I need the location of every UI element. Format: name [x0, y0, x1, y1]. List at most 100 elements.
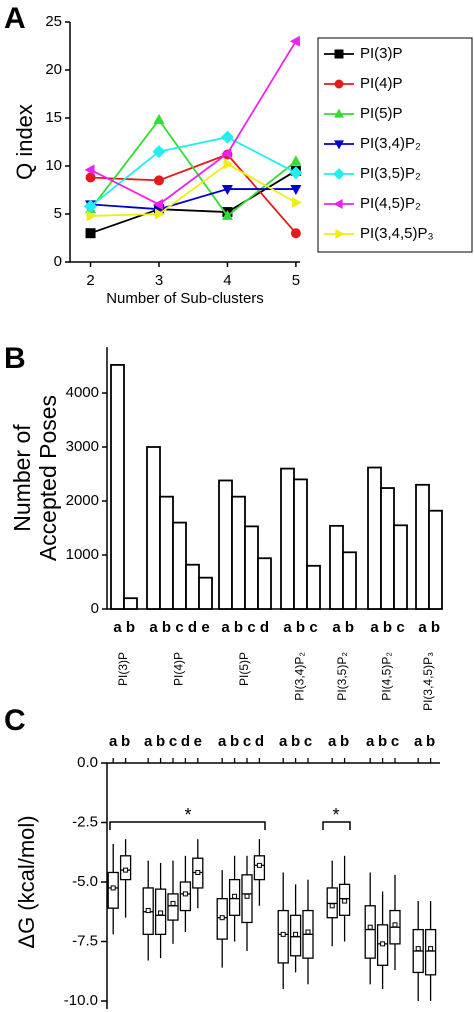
x-tick-label: a [283, 619, 292, 636]
significance-star: * [332, 805, 339, 825]
bar [428, 509, 443, 610]
mean [110, 885, 116, 891]
y-axis-label: ΔG (kcal/mol) [14, 815, 39, 948]
mean [392, 922, 398, 928]
box [424, 928, 437, 976]
group-label: PI(5)P [237, 652, 251, 686]
y-tick-label: 1000 [66, 546, 99, 563]
legend-marker [334, 79, 344, 89]
point [85, 228, 96, 239]
point [152, 145, 166, 159]
point [289, 166, 303, 180]
series-line [89, 136, 297, 208]
bar [159, 495, 174, 610]
series-line [90, 40, 297, 206]
axis-line [106, 762, 440, 1009]
bar [329, 524, 344, 610]
y-tick-label: 15 [45, 109, 62, 126]
x-tick-label: a [414, 733, 423, 750]
legend-label: PI(4)P [360, 75, 403, 92]
bar [146, 446, 161, 610]
mean [195, 869, 201, 875]
bar [257, 557, 272, 610]
y-axis-label: Accepted Poses [35, 395, 61, 561]
x-tick-label: c [309, 619, 317, 636]
x-tick-label: c [247, 619, 255, 636]
legend-label: PI(3,5)P₂ [360, 165, 421, 182]
x-tick-label: c [304, 733, 312, 750]
significance-star: * [184, 805, 191, 825]
x-tick-label: 3 [155, 272, 163, 289]
x-tick-label: a [279, 733, 288, 750]
x-tick-label: a [144, 733, 153, 750]
point [153, 175, 164, 186]
box [167, 893, 179, 921]
bar [367, 466, 382, 610]
x-tick-label: b [126, 619, 135, 636]
legend-label: PI(3,4,5)P₃ [360, 225, 434, 242]
bar [380, 487, 395, 610]
x-tick-label: a [370, 619, 379, 636]
bar [172, 521, 187, 610]
mean [256, 862, 262, 868]
x-axis-label: Number of Sub-clusters [106, 290, 264, 307]
x-tick-label: e [194, 733, 202, 750]
series-line [90, 153, 297, 234]
point [84, 199, 98, 213]
point [154, 208, 165, 220]
mean [123, 867, 129, 873]
group-label: PI(3)P [116, 652, 130, 686]
x-tick-label: b [383, 619, 392, 636]
x-tick-label: b [378, 733, 387, 750]
x-tick-label: b [230, 733, 239, 750]
x-tick-label: a [221, 619, 230, 636]
point [290, 228, 301, 239]
mean [219, 915, 225, 921]
point [84, 164, 95, 176]
bar [244, 525, 259, 610]
axis-line [69, 22, 300, 263]
box [364, 905, 376, 959]
y-tick-label: -5.0 [72, 873, 98, 890]
y-tick-label: 10 [45, 157, 62, 174]
point [223, 158, 234, 170]
series-line [90, 188, 296, 211]
mean [145, 908, 151, 914]
mean [182, 891, 188, 897]
y-tick-label: 4000 [66, 384, 99, 401]
x-tick-label: a [332, 619, 341, 636]
x-tick-label: a [218, 733, 227, 750]
mean [380, 941, 386, 947]
point [220, 130, 234, 144]
x-tick-label: a [328, 733, 337, 750]
x-tick-label: c [169, 733, 177, 750]
y-tick-label: 3000 [66, 438, 99, 455]
series-line [89, 118, 297, 218]
point [85, 172, 96, 183]
y-tick-label: 0 [91, 600, 99, 617]
series-line [90, 170, 297, 235]
group-label: PI(3,5)P₂ [335, 652, 349, 701]
legend-marker [333, 168, 345, 180]
y-tick-label: 20 [45, 61, 62, 78]
y-tick-label: 2000 [66, 492, 99, 509]
x-tick-label: a [418, 619, 427, 636]
mean [158, 910, 164, 916]
x-tick-label: a [109, 733, 118, 750]
legend-marker [334, 140, 344, 150]
x-tick-label: a [149, 619, 158, 636]
bar [218, 479, 233, 610]
x-tick-label: b [156, 733, 165, 750]
x-tick-label: 5 [292, 272, 300, 289]
mean [170, 900, 176, 906]
panel-label: B [4, 342, 26, 375]
significance-bracket [109, 821, 266, 830]
x-tick-label: c [243, 733, 251, 750]
y-tick-label: -10.0 [64, 992, 98, 1009]
group-label: PI(4)P [172, 652, 186, 686]
x-tick-label: c [391, 733, 399, 750]
y-tick-label: 0 [54, 253, 62, 270]
point [221, 209, 233, 220]
mean [342, 898, 348, 904]
bar [280, 467, 295, 610]
